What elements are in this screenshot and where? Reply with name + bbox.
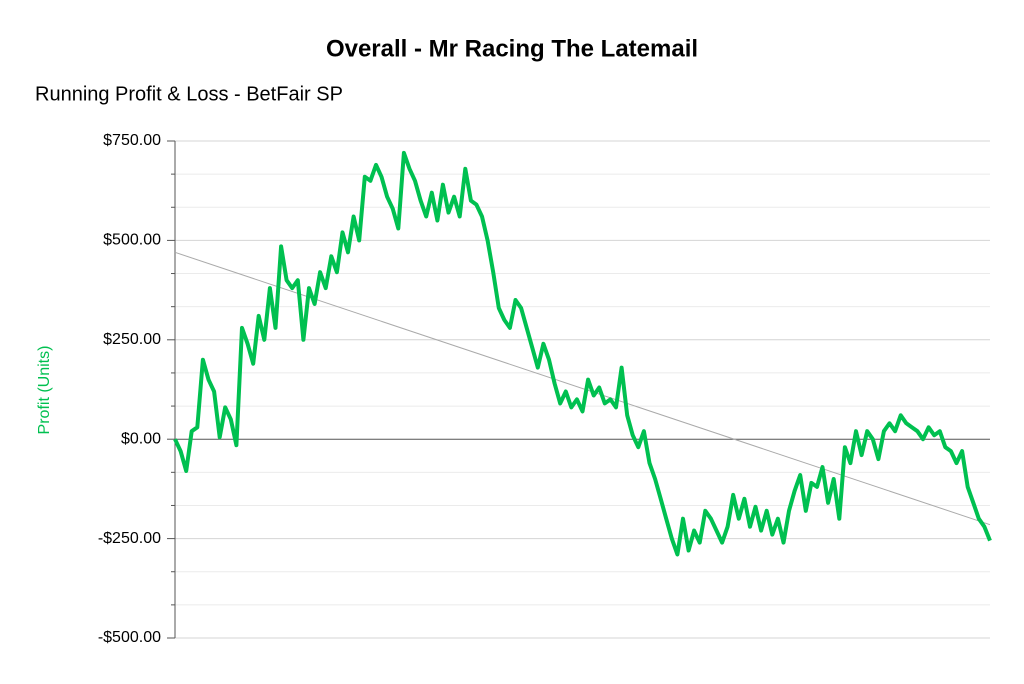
y-tick-label: $500.00: [103, 232, 161, 249]
data-line: [173, 150, 992, 557]
y-tick-label: $750.00: [103, 132, 161, 149]
chart-title: Overall - Mr Racing The Latemail: [326, 35, 698, 62]
y-tick-label: -$500.00: [98, 629, 161, 646]
chart-subtitle: Running Profit & Loss - BetFair SP: [35, 83, 343, 105]
y-axis-label: Profit (Units): [36, 346, 53, 435]
y-tick-label: $250.00: [103, 331, 161, 348]
y-tick-label: $0.00: [121, 430, 161, 447]
y-tick-label: -$250.00: [98, 530, 161, 547]
